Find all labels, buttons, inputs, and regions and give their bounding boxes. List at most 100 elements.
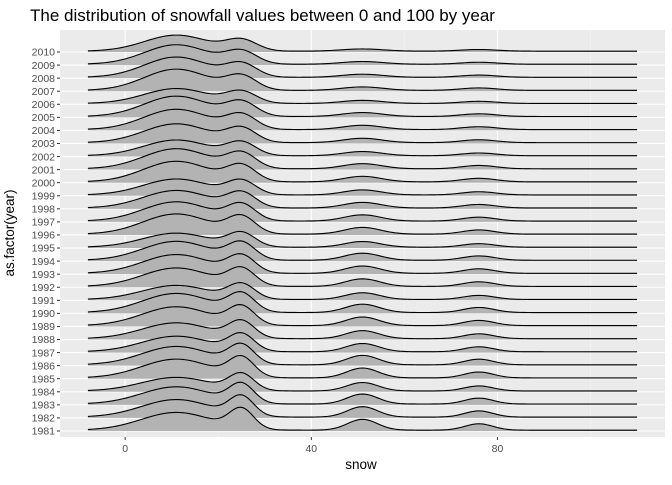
y-axis-title: as.factor(year) [2,189,17,276]
ridge-1983 [87,381,638,405]
x-tick-label: 0 [122,443,128,455]
ridge-fill [87,88,638,105]
ridge-1989 [87,303,638,327]
ridge-fill [87,123,638,144]
ridge-1997 [87,201,638,222]
ridge-2006 [87,87,638,105]
y-tick-label: 1992 [32,282,56,294]
ridge-line [87,253,638,274]
ridge-line [87,148,638,170]
ridge-line [87,381,638,405]
y-tick-label: 1983 [32,400,56,412]
ridge-line [87,139,638,157]
ridge-line [87,123,638,144]
ridge-line [87,56,638,78]
ridge-1990 [87,291,638,314]
density-ridges [87,34,638,431]
ridge-line [87,406,638,431]
ridge-fill [87,148,638,170]
ridge-line [87,230,638,248]
chart-title: The distribution of snowfall values betw… [30,6,495,25]
ridge-1995 [87,230,638,249]
ridge-fill [87,69,638,92]
y-tick-label: 2007 [32,86,56,98]
y-tick-label: 1995 [32,243,56,255]
ridge-2010 [87,34,638,52]
y-tick-label: 1989 [32,321,56,333]
ridge-1991 [87,282,638,301]
y-tick-label: 1986 [32,360,56,372]
y-tick-label: 2003 [32,138,56,150]
ridge-line [87,303,638,327]
x-tick-label: 80 [492,443,504,455]
y-tick-label: 2006 [32,99,56,111]
x-tick-label: 40 [305,443,317,455]
y-tick-label: 1987 [32,347,56,359]
ridge-1986 [87,342,638,366]
y-tick-label: 1994 [32,256,56,268]
ridge-line [87,34,638,52]
ridge-line [87,68,638,91]
ridge-line [87,87,638,104]
ridge-1998 [87,189,638,209]
ridge-line [87,44,638,65]
ridge-line [87,291,638,314]
ridge-fill [87,231,638,249]
ridge-fill [87,382,638,405]
y-tick-label: 1988 [32,334,56,346]
ridge-line [87,394,638,418]
ridge-2003 [87,123,638,144]
ridge-line [87,160,638,183]
ridge-fill [87,355,638,379]
y-tick-label: 1998 [32,204,56,216]
y-tick-label: 1993 [32,269,56,281]
ridge-line [87,371,638,392]
ridge-2000 [87,160,638,183]
ridge-line [87,201,638,222]
y-tick-label: 2004 [32,125,56,137]
ridge-2009 [87,44,638,66]
ridge-fill [87,161,638,183]
ridge-1988 [87,319,638,340]
ridge-1985 [87,354,638,379]
ridge-fill [87,343,638,366]
ridge-fill [87,291,638,314]
ridge-1981 [87,406,638,431]
x-axis-title: snow [345,457,377,472]
ridge-2004 [87,108,638,131]
y-tick-label: 1984 [32,386,56,398]
ridge-fill [87,304,638,327]
ridge-line [87,354,638,379]
y-tick-label: 1996 [32,230,56,242]
y-tick-label: 1999 [32,190,56,202]
y-tick-label: 1991 [32,295,56,307]
ridge-2001 [87,148,638,170]
ridge-line [87,108,638,131]
y-tick-label: 1981 [32,426,56,438]
ridge-2002 [87,139,638,157]
ridge-fill [87,44,638,66]
ridge-2007 [87,68,638,92]
ridge-2008 [87,56,638,79]
ridge-fill [87,319,638,340]
ridge-fill [87,372,638,392]
y-tick-label: 2002 [32,151,56,163]
y-tick-label: 1985 [32,373,56,385]
ridge-fill [87,394,638,418]
y-tick-label: 2009 [32,60,56,72]
ridge-line [87,95,638,118]
ridge-1992 [87,266,638,288]
ridge-1994 [87,240,638,262]
y-tick-label: 1982 [32,413,56,425]
ridge-line [87,332,638,353]
ridge-2005 [87,95,638,118]
y-tick-label: 2005 [32,112,56,124]
ridge-line [87,240,638,261]
ridge-line [87,213,638,235]
ridge-1982 [87,394,638,418]
y-tick-label: 2008 [32,73,56,85]
y-tick-label: 2010 [32,47,56,59]
ridge-fill [87,57,638,79]
ridge-fill [87,253,638,275]
